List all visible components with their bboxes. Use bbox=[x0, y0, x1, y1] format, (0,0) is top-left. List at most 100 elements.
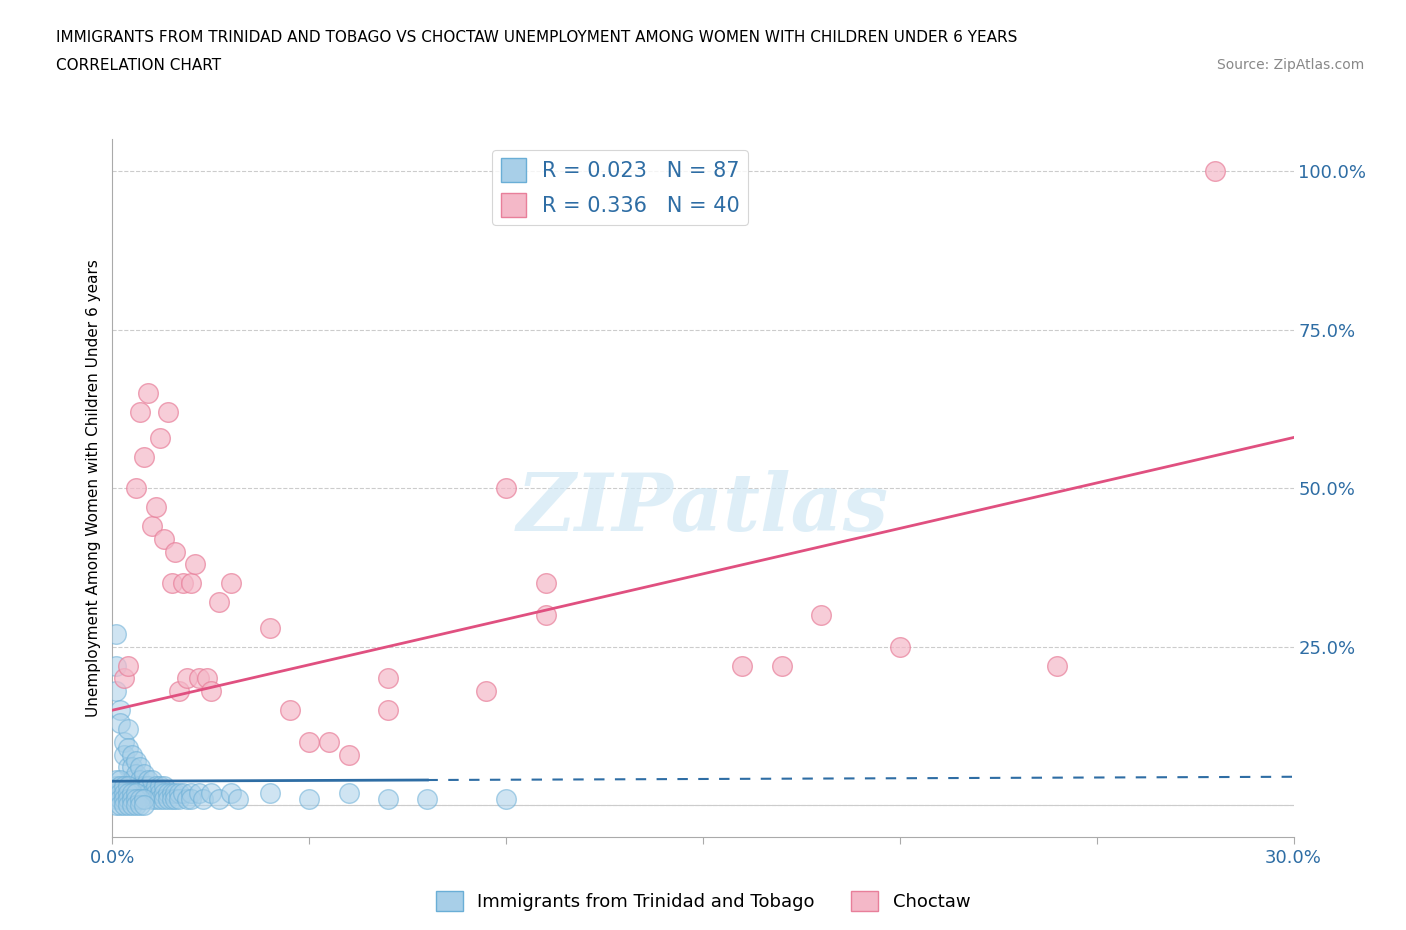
Point bbox=[117, 791, 139, 806]
Point bbox=[534, 576, 557, 591]
Point bbox=[125, 481, 148, 496]
Point bbox=[145, 785, 167, 800]
Point bbox=[145, 778, 167, 793]
Point bbox=[132, 766, 155, 781]
Point bbox=[132, 791, 155, 806]
Point bbox=[259, 620, 281, 635]
Point bbox=[377, 703, 399, 718]
Point bbox=[228, 791, 250, 806]
Point bbox=[149, 430, 172, 445]
Point bbox=[121, 791, 143, 806]
Text: CORRELATION CHART: CORRELATION CHART bbox=[56, 58, 221, 73]
Point bbox=[184, 557, 207, 572]
Point bbox=[337, 785, 360, 800]
Point bbox=[125, 766, 148, 781]
Point bbox=[117, 722, 139, 737]
Point bbox=[105, 627, 128, 642]
Point bbox=[121, 798, 143, 813]
Point bbox=[165, 791, 187, 806]
Point bbox=[110, 785, 132, 800]
Point bbox=[298, 735, 321, 750]
Point bbox=[208, 791, 231, 806]
Point bbox=[125, 753, 148, 768]
Point bbox=[105, 791, 128, 806]
Point bbox=[259, 785, 281, 800]
Point bbox=[125, 791, 148, 806]
Point bbox=[110, 798, 132, 813]
Point bbox=[105, 684, 128, 698]
Point bbox=[731, 658, 754, 673]
Point bbox=[129, 405, 152, 419]
Point bbox=[105, 778, 128, 793]
Point bbox=[145, 499, 167, 514]
Point bbox=[219, 785, 242, 800]
Point bbox=[149, 791, 172, 806]
Point bbox=[117, 658, 139, 673]
Point bbox=[495, 481, 517, 496]
Point bbox=[188, 785, 211, 800]
Point bbox=[169, 791, 191, 806]
Point bbox=[105, 773, 128, 788]
Point bbox=[132, 798, 155, 813]
Point bbox=[125, 798, 148, 813]
Point bbox=[112, 778, 135, 793]
Point bbox=[152, 791, 174, 806]
Point bbox=[195, 671, 218, 686]
Point bbox=[152, 532, 174, 547]
Point bbox=[110, 715, 132, 730]
Point bbox=[278, 703, 301, 718]
Point bbox=[125, 785, 148, 800]
Point bbox=[121, 747, 143, 762]
Point bbox=[318, 735, 340, 750]
Point bbox=[141, 791, 163, 806]
Point bbox=[149, 778, 172, 793]
Point bbox=[152, 778, 174, 793]
Point bbox=[176, 791, 198, 806]
Point bbox=[165, 785, 187, 800]
Point bbox=[1046, 658, 1069, 673]
Point bbox=[165, 544, 187, 559]
Point bbox=[208, 595, 231, 610]
Y-axis label: Unemployment Among Women with Children Under 6 years: Unemployment Among Women with Children U… bbox=[86, 259, 101, 717]
Point bbox=[136, 386, 159, 401]
Point bbox=[129, 773, 152, 788]
Point bbox=[160, 791, 183, 806]
Point bbox=[112, 798, 135, 813]
Point bbox=[112, 747, 135, 762]
Point bbox=[117, 798, 139, 813]
Point bbox=[141, 519, 163, 534]
Point bbox=[180, 785, 202, 800]
Point bbox=[110, 703, 132, 718]
Point bbox=[141, 773, 163, 788]
Point bbox=[475, 684, 498, 698]
Point bbox=[160, 785, 183, 800]
Point bbox=[416, 791, 439, 806]
Point bbox=[132, 785, 155, 800]
Point bbox=[145, 791, 167, 806]
Point bbox=[495, 791, 517, 806]
Text: IMMIGRANTS FROM TRINIDAD AND TOBAGO VS CHOCTAW UNEMPLOYMENT AMONG WOMEN WITH CHI: IMMIGRANTS FROM TRINIDAD AND TOBAGO VS C… bbox=[56, 30, 1018, 45]
Point bbox=[141, 785, 163, 800]
Point bbox=[169, 785, 191, 800]
Point bbox=[112, 791, 135, 806]
Point bbox=[191, 791, 214, 806]
Point bbox=[121, 773, 143, 788]
Point bbox=[105, 798, 128, 813]
Point bbox=[132, 449, 155, 464]
Point bbox=[188, 671, 211, 686]
Point bbox=[110, 773, 132, 788]
Point bbox=[377, 791, 399, 806]
Point bbox=[172, 576, 194, 591]
Point bbox=[337, 747, 360, 762]
Point bbox=[149, 785, 172, 800]
Point bbox=[112, 671, 135, 686]
Point bbox=[129, 798, 152, 813]
Point bbox=[129, 791, 152, 806]
Point bbox=[110, 778, 132, 793]
Point bbox=[105, 658, 128, 673]
Point bbox=[121, 760, 143, 775]
Point bbox=[156, 785, 179, 800]
Point bbox=[129, 760, 152, 775]
Point bbox=[117, 778, 139, 793]
Point bbox=[160, 576, 183, 591]
